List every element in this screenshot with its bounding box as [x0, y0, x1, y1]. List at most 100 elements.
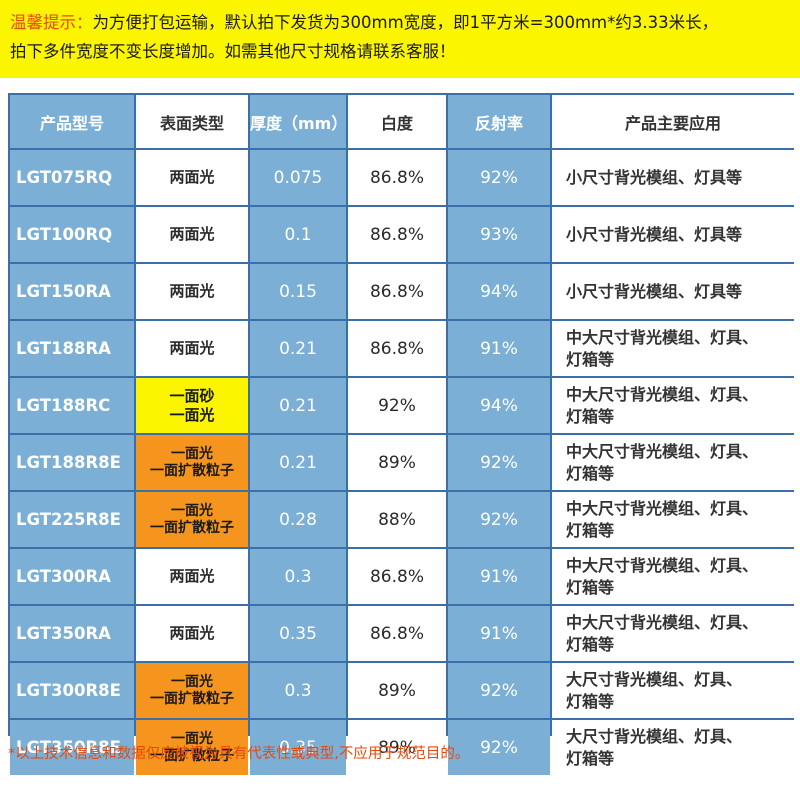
application-cell: 中大尺寸背光模组、灯具、 灯箱等 [552, 321, 794, 376]
application-cell-line: 灯箱等 [566, 748, 615, 768]
surface-cell-line: 一面光 [171, 673, 213, 690]
application-cell-line: 灯箱等 [566, 634, 615, 654]
thickness-cell: 0.35 [250, 606, 346, 661]
spec-table: 产品型号 表面类型 厚度（mm） 白度 反射率 产品主要应用 LGT075RQ 两… [8, 93, 796, 777]
whiteness-cell: 89% [348, 435, 446, 490]
surface-cell-line: 一面扩散粒子 [150, 462, 234, 479]
model-cell: LGT300RA [10, 549, 134, 604]
application-cell-line: 小尺寸背光模组、灯具等 [566, 167, 743, 187]
surface-cell: 一面砂 一面光 [136, 378, 248, 433]
table-row: LGT188R8E 一面光 一面扩散粒子 0.21 89% 92% 中大尺寸背光模组、灯具、… [10, 435, 794, 490]
whiteness-cell: 86.8% [348, 207, 446, 262]
whiteness-cell: 89% [348, 663, 446, 718]
reflectance-cell: 92% [448, 150, 550, 205]
surface-cell-line: 一面砂 [169, 386, 215, 405]
surface-cell-line: 一面光 [171, 730, 213, 747]
surface-cell-line: 两面光 [169, 168, 215, 186]
model-cell: LGT188RA [10, 321, 134, 376]
table-row: LGT188RA 两面光 0.21 86.8% 91% 中大尺寸背光模组、灯具、 灯箱等 [10, 321, 794, 376]
thickness-cell: 0.075 [250, 150, 346, 205]
thickness-cell: 0.35 [250, 720, 346, 775]
application-cell: 中大尺寸背光模组、灯具、 灯箱等 [552, 606, 794, 661]
reflectance-cell: 93% [448, 207, 550, 262]
application-cell: 中大尺寸背光模组、灯具、 灯箱等 [552, 435, 794, 490]
application-cell-line: 灯箱等 [566, 691, 615, 711]
surface-cell: 两面光 [136, 264, 248, 319]
reflectance-cell: 94% [448, 378, 550, 433]
surface-cell-line: 两面光 [169, 567, 215, 585]
model-cell: LGT100RQ [10, 207, 134, 262]
table-header-row: 产品型号 表面类型 厚度（mm） 白度 反射率 产品主要应用 [10, 95, 794, 148]
surface-cell-line: 两面光 [169, 225, 215, 243]
application-cell: 大尺寸背光模组、灯具、 灯箱等 [552, 663, 794, 718]
header-whiteness: 白度 [348, 95, 446, 148]
table-row: LGT100RQ 两面光 0.1 86.8% 93% 小尺寸背光模组、灯具等 [10, 207, 794, 262]
model-cell: LGT150RA [10, 264, 134, 319]
model-cell: LGT188R8E [10, 435, 134, 490]
application-cell-line: 中大尺寸背光模组、灯具、 [566, 327, 759, 347]
whiteness-cell: 86.8% [348, 321, 446, 376]
surface-cell-line: 一面扩散粒子 [150, 519, 234, 536]
reflectance-cell: 91% [448, 321, 550, 376]
header-application: 产品主要应用 [552, 95, 794, 148]
reflectance-cell: 92% [448, 663, 550, 718]
whiteness-cell: 86.8% [348, 264, 446, 319]
whiteness-cell: 88% [348, 492, 446, 547]
application-cell-line: 中大尺寸背光模组、灯具、 [566, 384, 759, 404]
surface-cell-line: 两面光 [169, 282, 215, 300]
application-cell-line: 大尺寸背光模组、灯具、 [566, 726, 743, 746]
notice-banner: 温馨提示：为方便打包运输，默认拍下发货为300mm宽度，即1平方米=300mm*… [0, 0, 800, 78]
application-cell-line: 大尺寸背光模组、灯具、 [566, 669, 743, 689]
table-row: LGT188RC 一面砂 一面光 0.21 92% 94% 中大尺寸背光模组、灯具、 灯箱等 [10, 378, 794, 433]
header-model: 产品型号 [10, 95, 134, 148]
model-cell: LGT075RQ [10, 150, 134, 205]
whiteness-cell: 86.8% [348, 606, 446, 661]
spec-table-frame: 产品型号 表面类型 厚度（mm） 白度 反射率 产品主要应用 LGT075RQ 两… [8, 93, 794, 775]
thickness-cell: 0.21 [250, 435, 346, 490]
thickness-cell: 0.15 [250, 264, 346, 319]
surface-cell-line: 一面光 [171, 502, 213, 519]
application-cell-line: 灯箱等 [566, 463, 615, 483]
model-cell: LGT350RA [10, 606, 134, 661]
surface-cell: 一面光 一面扩散粒子 [136, 492, 248, 547]
thickness-cell: 0.3 [250, 549, 346, 604]
application-cell: 中大尺寸背光模组、灯具、 灯箱等 [552, 549, 794, 604]
thickness-cell: 0.21 [250, 321, 346, 376]
application-cell: 中大尺寸背光模组、灯具、 灯箱等 [552, 492, 794, 547]
reflectance-cell: 92% [448, 435, 550, 490]
header-thickness: 厚度（mm） [250, 95, 346, 148]
surface-cell-line: 一面光 [171, 445, 213, 462]
reflectance-cell: 92% [448, 492, 550, 547]
application-cell: 中大尺寸背光模组、灯具、 灯箱等 [552, 378, 794, 433]
notice-prefix: 温馨提示： [10, 13, 93, 32]
table-row: LGT300R8E 一面光 一面扩散粒子 0.3 89% 92% 大尺寸背光模组、灯具、 灯箱… [10, 663, 794, 718]
table-row: LGT225R8E 一面光 一面扩散粒子 0.28 88% 92% 中大尺寸背光模组、灯具、… [10, 492, 794, 547]
thickness-cell: 0.21 [250, 378, 346, 433]
notice-line-1: 温馨提示：为方便打包运输，默认拍下发货为300mm宽度，即1平方米=300mm*… [10, 8, 790, 37]
whiteness-cell: 86.8% [348, 549, 446, 604]
surface-cell: 两面光 [136, 549, 248, 604]
surface-cell-line: 一面扩散粒子 [150, 690, 234, 707]
application-cell-line: 中大尺寸背光模组、灯具、 [566, 612, 759, 632]
header-surface: 表面类型 [136, 95, 248, 148]
surface-cell-line: 两面光 [169, 624, 215, 642]
notice-line-2: 拍下多件宽度不变长度增加。如需其他尺寸规格请联系客服！ [10, 42, 456, 61]
table-row: LGT350R8E 一面光 一面扩散粒子 0.35 89% 92% 大尺寸背光模组、灯具、灯… [10, 720, 794, 775]
table-row: LGT350RA 两面光 0.35 86.8% 91% 中大尺寸背光模组、灯具、 灯箱等 [10, 606, 794, 661]
model-cell: LGT188RC [10, 378, 134, 433]
surface-cell: 一面光 一面扩散粒子 [136, 435, 248, 490]
thickness-cell: 0.3 [250, 663, 346, 718]
application-cell-line: 灯箱等 [566, 349, 615, 369]
model-cell: LGT225R8E [10, 492, 134, 547]
model-cell: LGT350R8E [10, 720, 134, 775]
reflectance-cell: 91% [448, 549, 550, 604]
table-row: LGT075RQ 两面光 0.075 86.8% 92% 小尺寸背光模组、灯具等 [10, 150, 794, 205]
disclaimer-note: *以上技术信息和数据仅应被视为具有代表性或典型,不应用于规范目的。 [8, 746, 470, 762]
application-cell-line: 中大尺寸背光模组、灯具、 [566, 441, 759, 461]
whiteness-cell: 92% [348, 378, 446, 433]
header-reflectance: 反射率 [448, 95, 550, 148]
application-cell: 小尺寸背光模组、灯具等 [552, 150, 794, 205]
table-row: LGT150RA 两面光 0.15 86.8% 94% 小尺寸背光模组、灯具等 [10, 264, 794, 319]
table-row: LGT300RA 两面光 0.3 86.8% 91% 中大尺寸背光模组、灯具、 灯箱等 [10, 549, 794, 604]
application-cell-line: 灯箱等 [566, 520, 615, 540]
